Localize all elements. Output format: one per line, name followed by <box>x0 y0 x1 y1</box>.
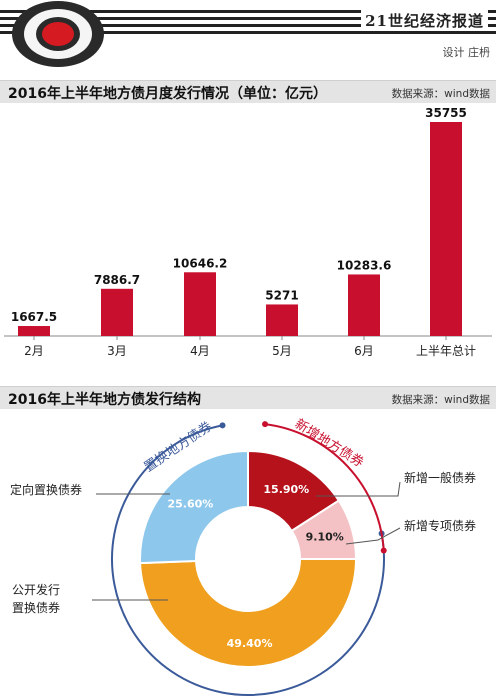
bar-value-label: 1667.5 <box>11 310 57 324</box>
new-arc-endpoint <box>262 421 269 428</box>
bar-value-label: 7886.7 <box>94 273 140 287</box>
section-header-monthly: 2016年上半年地方债月度发行情况（单位：亿元） 数据来源：wind数据 <box>0 80 496 103</box>
bar-value-label: 35755 <box>425 106 467 120</box>
slice-percent-label: 9.10% <box>306 530 344 543</box>
callout-line-new-general <box>316 481 401 497</box>
callout-public-line2: 置换债券 <box>12 600 60 615</box>
slice-percent-label: 15.90% <box>263 483 309 496</box>
section-title-monthly: 2016年上半年地方债月度发行情况（单位：亿元） <box>8 86 327 102</box>
x-tick-label: 4月 <box>190 344 210 358</box>
x-tick-label: 上半年总计 <box>416 344 476 358</box>
callout-new-special: 新增专项债券 <box>404 518 476 533</box>
donut-slice-2 <box>139 558 358 668</box>
header-stripes <box>0 10 496 34</box>
designer-credit: 设计 庄枬 <box>442 46 491 59</box>
bar-value-label: 10283.6 <box>337 258 392 272</box>
section-title-structure: 2016年上半年地方债发行结构 <box>8 392 201 408</box>
x-tick-label: 5月 <box>272 344 292 358</box>
bar-5 <box>430 122 462 336</box>
callout-line-new-special <box>345 527 401 545</box>
data-source-monthly: 数据来源：wind数据 <box>391 88 490 100</box>
bar-3 <box>266 304 298 336</box>
data-source-structure: 数据来源：wind数据 <box>391 394 490 406</box>
donut-slice-3 <box>139 449 249 565</box>
bar-value-label: 10646.2 <box>173 256 228 270</box>
bar-4 <box>348 274 380 336</box>
slice-percent-label: 25.60% <box>167 498 213 511</box>
newspaper-logo-icon <box>12 1 104 67</box>
new-arc-endpoint <box>380 547 387 554</box>
section-header-structure: 2016年上半年地方债发行结构 数据来源：wind数据 <box>0 386 496 409</box>
callout-new-general: 新增一般债券 <box>404 470 476 485</box>
replacement-arc-endpoint <box>219 422 226 429</box>
issuance-structure-donut-chart: 15.90%9.10%49.40%25.60%置换地方债券 新增地方债券新增一般债… <box>10 416 476 696</box>
callout-directed: 定向置换债券 <box>10 482 82 497</box>
new-group-arc <box>264 423 385 551</box>
newspaper-name: 21世纪经济报道 <box>361 10 488 31</box>
bar-value-label: 5271 <box>265 288 298 302</box>
callout-public-line1: 公开发行 <box>12 582 60 597</box>
new-group-label: 新增地方债券 <box>292 416 367 471</box>
x-tick-label: 3月 <box>107 344 127 358</box>
bar-2 <box>184 272 216 336</box>
x-tick-label: 2月 <box>24 344 44 358</box>
slice-percent-label: 49.40% <box>227 637 273 650</box>
bar-0 <box>18 326 50 336</box>
monthly-issuance-bar-chart: 1667.5 2月 7886.7 3月 10646.2 4月 5271 5月 10283.6 6月… <box>4 106 492 358</box>
x-tick-label: 6月 <box>354 344 374 358</box>
bar-1 <box>101 288 133 336</box>
replacement-group-arc <box>111 424 385 696</box>
